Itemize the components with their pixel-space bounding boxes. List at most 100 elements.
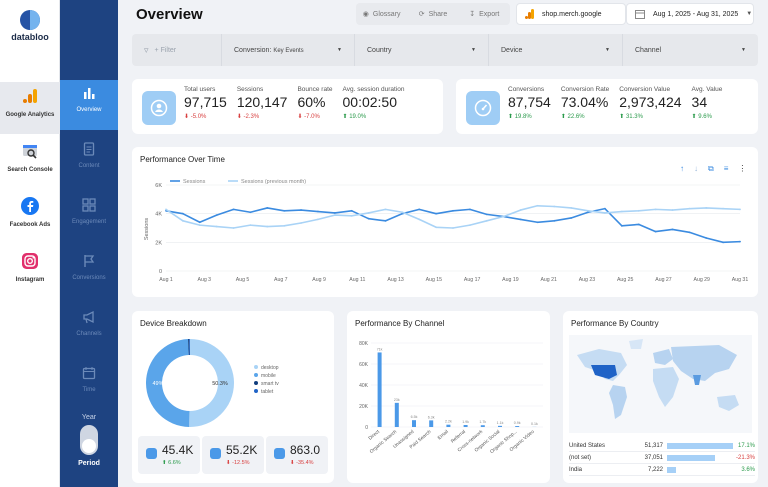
kpi-label: Avg. session duration (342, 86, 405, 93)
glossary-label: Glossary (372, 10, 401, 18)
country-table: United States 51,317 17.1% (not set) 37,051… (569, 440, 755, 476)
more-options-icon[interactable]: ⋮ (738, 164, 747, 173)
data-point (536, 204, 539, 207)
data-point (739, 240, 741, 243)
bar (429, 420, 434, 427)
filter-icon[interactable]: ≡ (723, 164, 729, 173)
performance-over-time-card: Performance Over Time ↑ ↓ ⧉ ≡ ⋮ 0 2K 4K 6K S… (132, 147, 758, 297)
legend-label: Sessions (previous month) (241, 179, 306, 185)
kpi-label: Sessions (236, 86, 264, 93)
x-tick-label: Aug 31 (732, 277, 749, 283)
period-toggle-switch[interactable] (80, 425, 98, 455)
flag-icon (84, 255, 95, 267)
share-button[interactable]: ⟳ Share (407, 3, 458, 25)
brand-logo[interactable]: databloo (0, 10, 60, 42)
nav-label: Content (78, 163, 100, 169)
kpi-delta-value: -5.0% (190, 114, 207, 120)
expand-icon[interactable]: ⧉ (708, 164, 714, 173)
data-point (637, 223, 640, 226)
world-map (569, 335, 752, 433)
legend-swatch (254, 373, 258, 377)
donut-slice (189, 339, 190, 356)
card-title: Performance Over Time (140, 155, 225, 164)
data-point (435, 212, 438, 215)
kpi-avg-value: Avg. Value 34 ⬆ 9.6% (692, 86, 723, 134)
kpi-label: Avg. Value (691, 86, 723, 93)
page-title: Overview (136, 6, 203, 23)
nav-item-overview[interactable]: Overview (60, 80, 118, 130)
date-range-picker[interactable]: Aug 1, 2025 - Aug 31, 2025 ▼ (626, 3, 754, 25)
source-search-console[interactable]: Search Console (0, 137, 60, 189)
table-row[interactable]: United States 51,317 17.1% (569, 440, 755, 452)
add-filter-button[interactable]: ▿ + Filter (132, 34, 222, 66)
source-label: Instagram (15, 277, 45, 283)
data-point (300, 209, 302, 211)
card-title: Performance By Country (571, 319, 659, 328)
device-filter[interactable]: Device ▼ (489, 34, 623, 66)
stat-delta-value: -35.4% (296, 460, 314, 466)
account-selector[interactable]: shop.merch.google (516, 3, 626, 25)
grid-icon (82, 198, 96, 212)
kpi-delta-value: 22.6% (567, 114, 585, 120)
country-filter[interactable]: Country ▼ (355, 34, 489, 66)
stat-delta-value: -12.5% (232, 460, 250, 466)
data-point (739, 208, 741, 211)
arrow-down-icon[interactable]: ↓ (694, 164, 698, 173)
kpi-conversions: Conversions 87,754 ⬆ 19.8% (508, 86, 551, 134)
kpi-value: 60% (297, 94, 326, 110)
source-google-analytics[interactable]: Google Analytics (0, 82, 60, 134)
share-label: Share (428, 10, 448, 18)
kpi-value: 120,147 (236, 94, 288, 110)
period-toggle: Year Period (60, 414, 118, 467)
legend-label: tablet (261, 389, 274, 395)
conversion-filter[interactable]: Conversion: Key Events ▼ (222, 34, 355, 66)
bar-value-label: 1.1k (497, 421, 504, 425)
data-point (553, 205, 556, 208)
table-row[interactable]: (not set) 37,051 -21.3% (569, 452, 755, 464)
nav-item-time[interactable]: Time (60, 360, 118, 410)
source-instagram[interactable]: Instagram (0, 247, 60, 299)
nav-item-channels[interactable]: Channels (60, 304, 118, 354)
glossary-icon: ◉ (362, 11, 369, 18)
nav-item-engagement[interactable]: Engagement (60, 192, 118, 242)
data-point (604, 212, 606, 214)
glossary-button[interactable]: ◉ Glossary (356, 3, 407, 25)
chevron-down-icon: ▼ (746, 11, 753, 17)
export-button[interactable]: ↧ Export (459, 3, 510, 25)
slice-label: 50.3% (212, 381, 228, 387)
nav-item-content[interactable]: Content (60, 136, 118, 186)
table-row[interactable]: India 7,222 3.6% (569, 464, 755, 476)
bar (377, 352, 382, 427)
data-point (587, 209, 589, 212)
kpi-badge (466, 91, 500, 125)
arrow-up-icon[interactable]: ↑ (680, 164, 684, 173)
x-tick-label: Aug 27 (655, 277, 672, 283)
nav-label: Engagement (71, 219, 107, 225)
kpi-delta: ⬇ -5.0% (184, 114, 207, 120)
data-point (317, 218, 319, 221)
legend-swatch (254, 365, 258, 369)
channel-filter[interactable]: Channel ▼ (623, 34, 758, 66)
source-facebook-ads[interactable]: Facebook Ads (0, 192, 60, 244)
device-stat-tv: 863.0 ⬇ -35.4% (266, 436, 328, 474)
conversion-filter-value: Key Events (273, 47, 304, 54)
performance-by-channel-card: Performance By Channel 0 20K 40K 60K 80K 71k D… (347, 311, 550, 483)
data-point (181, 219, 184, 222)
toggle-option-year: Year (81, 414, 97, 421)
date-range-value: Aug 1, 2025 - Aug 31, 2025 (653, 10, 739, 18)
filter-icon: ▿ (144, 44, 149, 55)
stat-value: 55.2K (226, 443, 258, 457)
bar-value-label: 2.2k (445, 420, 452, 424)
x-tick-label: Aug 19 (502, 277, 519, 283)
x-tick-label: Aug 25 (617, 277, 634, 283)
source-label: Facebook Ads (9, 222, 51, 228)
usa-shape (591, 365, 617, 379)
kpi-delta: ⬆ 22.6% (560, 114, 585, 120)
data-point (485, 219, 488, 222)
data-point (367, 217, 370, 220)
gauge-icon (474, 99, 492, 117)
x-tick-label: Referral (450, 429, 467, 445)
bar-value-label: 0.9k (514, 421, 521, 425)
nav-item-conversions[interactable]: Conversions (60, 248, 118, 298)
device-stat-mobile: 55.2K ⬇ -12.5% (202, 436, 264, 474)
